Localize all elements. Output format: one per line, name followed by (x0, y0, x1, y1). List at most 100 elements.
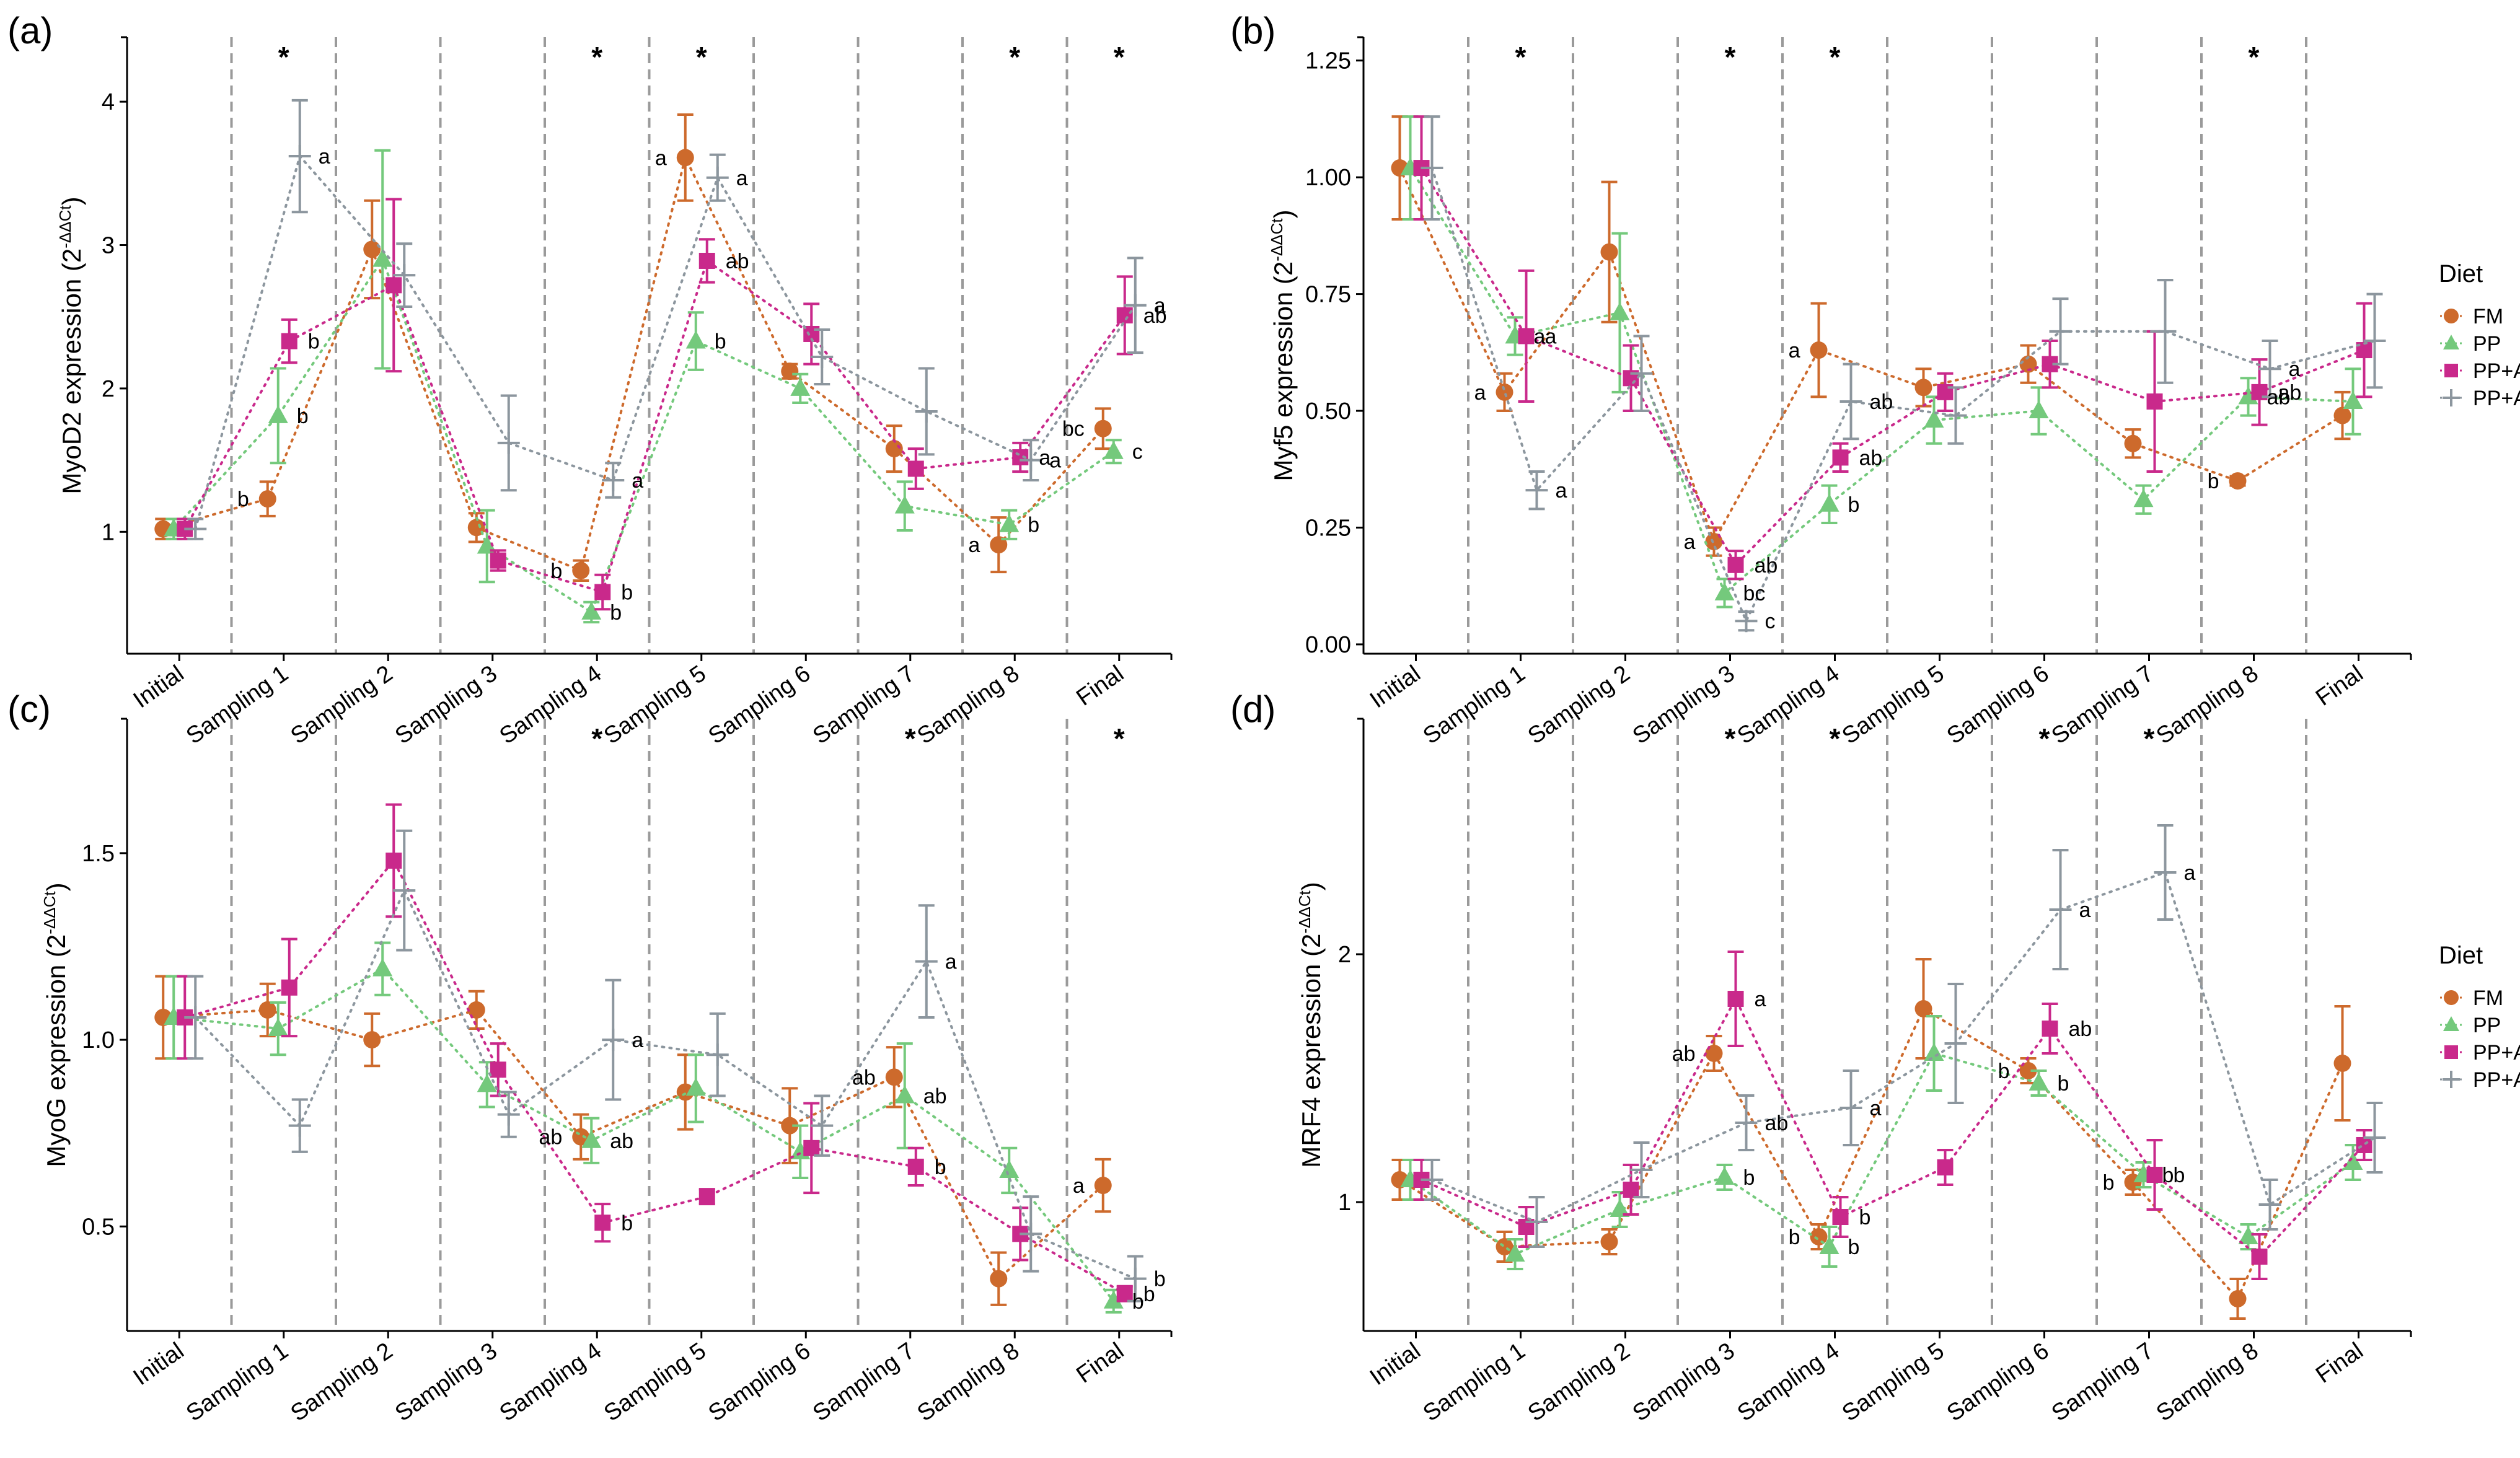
significance-star: * (1114, 722, 1125, 755)
significance-letter: ab (1859, 446, 1883, 470)
point-PP+A1 (490, 552, 506, 569)
significance-letter: b (1154, 1268, 1166, 1291)
legend-key-FM (2444, 309, 2459, 323)
significance-letter: a (1755, 988, 1766, 1011)
point-PP+A1 (698, 252, 715, 269)
point-FM (1914, 1000, 1932, 1017)
significance-star: * (1009, 41, 1020, 73)
point-PP (1819, 1236, 1839, 1254)
significance-letter: b (237, 488, 249, 511)
point-PP+A1 (1727, 556, 1744, 573)
point-FM (1600, 243, 1618, 261)
point-FM (676, 149, 694, 167)
significance-letter: b (715, 330, 726, 354)
point-PP (894, 1085, 915, 1104)
legend-label: FM (2473, 986, 2503, 1010)
point-PP+A1 (1832, 1209, 1849, 1225)
significance-star: * (591, 41, 602, 73)
point-FM (990, 1270, 1008, 1288)
significance-letter: a (1545, 325, 1557, 348)
significance-star: * (1830, 41, 1841, 73)
point-FM (572, 561, 590, 579)
significance-letter: ab (852, 1066, 876, 1089)
significance-letter: b (935, 1156, 946, 1179)
significance-letter: a (2184, 861, 2196, 885)
legend-label: PP (2473, 332, 2501, 356)
significance-letter: a (319, 145, 330, 169)
point-PP+A1 (1116, 307, 1133, 323)
y-tick-label: 0.50 (1305, 398, 1351, 424)
point-PP+A1 (1727, 991, 1744, 1007)
significance-star: * (1515, 41, 1527, 73)
significance-letter: b (2208, 470, 2219, 493)
significance-letter: b (1848, 1236, 1860, 1259)
point-PP+A1 (1623, 1182, 1639, 1198)
point-PP (894, 495, 915, 514)
point-PP (581, 1130, 602, 1148)
point-PP+A1 (594, 584, 611, 600)
significance-letter: a (1049, 449, 1061, 473)
y-tick-label: 0.75 (1305, 282, 1351, 308)
significance-letter: ab (726, 250, 749, 273)
point-PP+A1 (907, 460, 924, 477)
legend-title: Diet (2439, 942, 2483, 969)
point-PP+A1 (490, 1061, 506, 1078)
series-line-FM (162, 1008, 1104, 1281)
significance-letter: a (1556, 479, 1567, 503)
significance-letter: c (1765, 610, 1776, 633)
point-FM (1810, 1228, 1828, 1245)
point-FM (676, 1083, 694, 1101)
significance-letter: a (1073, 1174, 1085, 1198)
y-axis-title: MyoG expression (2-ΔΔCt) (40, 882, 71, 1167)
significance-star: * (905, 722, 916, 755)
point-FM (1705, 1045, 1723, 1062)
point-PP+A1 (594, 1214, 611, 1231)
legend-key-PP+A1 (2444, 364, 2458, 377)
point-PP+A1 (2251, 1249, 2268, 1265)
point-FM (2229, 472, 2247, 490)
panel-label: (b) (1230, 10, 1275, 51)
significance-star: * (2144, 722, 2155, 755)
point-FM (885, 440, 903, 458)
significance-letter: ab (2267, 385, 2291, 409)
point-PP (1610, 1199, 1630, 1217)
significance-star: * (2249, 41, 2260, 73)
point-FM (2333, 406, 2351, 424)
point-PP+A1 (698, 1188, 715, 1205)
point-PP (372, 248, 393, 267)
legend-label: PP+A1 (2473, 359, 2520, 383)
y-tick-label: 1 (102, 519, 115, 545)
significance-letter: a (1870, 1097, 1882, 1120)
significance-letter: b (2058, 1072, 2069, 1096)
point-PP (268, 405, 288, 423)
point-PP+A1 (803, 1140, 820, 1156)
legend-key-PP (2443, 335, 2459, 349)
legend-key-PP (2443, 1016, 2459, 1031)
series-line-PP (1409, 167, 2355, 595)
point-PP (372, 958, 393, 977)
significance-letter: a (2289, 358, 2301, 381)
y-tick-label: 0.5 (82, 1214, 115, 1240)
significance-letter: b (1143, 1283, 1155, 1306)
significance-star: * (278, 41, 289, 73)
significance-letter: b (2174, 1164, 2185, 1187)
significance-letter: b (610, 601, 622, 625)
point-PP (2029, 400, 2049, 419)
significance-letter: a (736, 167, 748, 190)
series-line-PP+A2 (194, 887, 1137, 1280)
significance-star: * (1830, 722, 1841, 755)
significance-letter: b (1132, 1290, 1144, 1314)
y-axis-title: Myf5 expression (2-ΔΔCt) (1267, 209, 1298, 481)
point-PP+A1 (907, 1158, 924, 1175)
significance-letter: a (655, 146, 667, 170)
significance-letter: a (1154, 294, 1166, 318)
legend: Diet FM PP PP+A1 PP+A2 (2439, 260, 2520, 410)
y-tick-label: 0.00 (1305, 632, 1351, 658)
y-axis-title: MRF4 expression (2-ΔΔCt) (1295, 882, 1326, 1168)
point-PP (999, 1159, 1020, 1178)
series-line-PP+A1 (1420, 167, 2366, 568)
point-PP (1103, 441, 1124, 459)
point-FM (1094, 419, 1112, 437)
point-FM (363, 1031, 381, 1049)
point-FM (2333, 1055, 2351, 1072)
